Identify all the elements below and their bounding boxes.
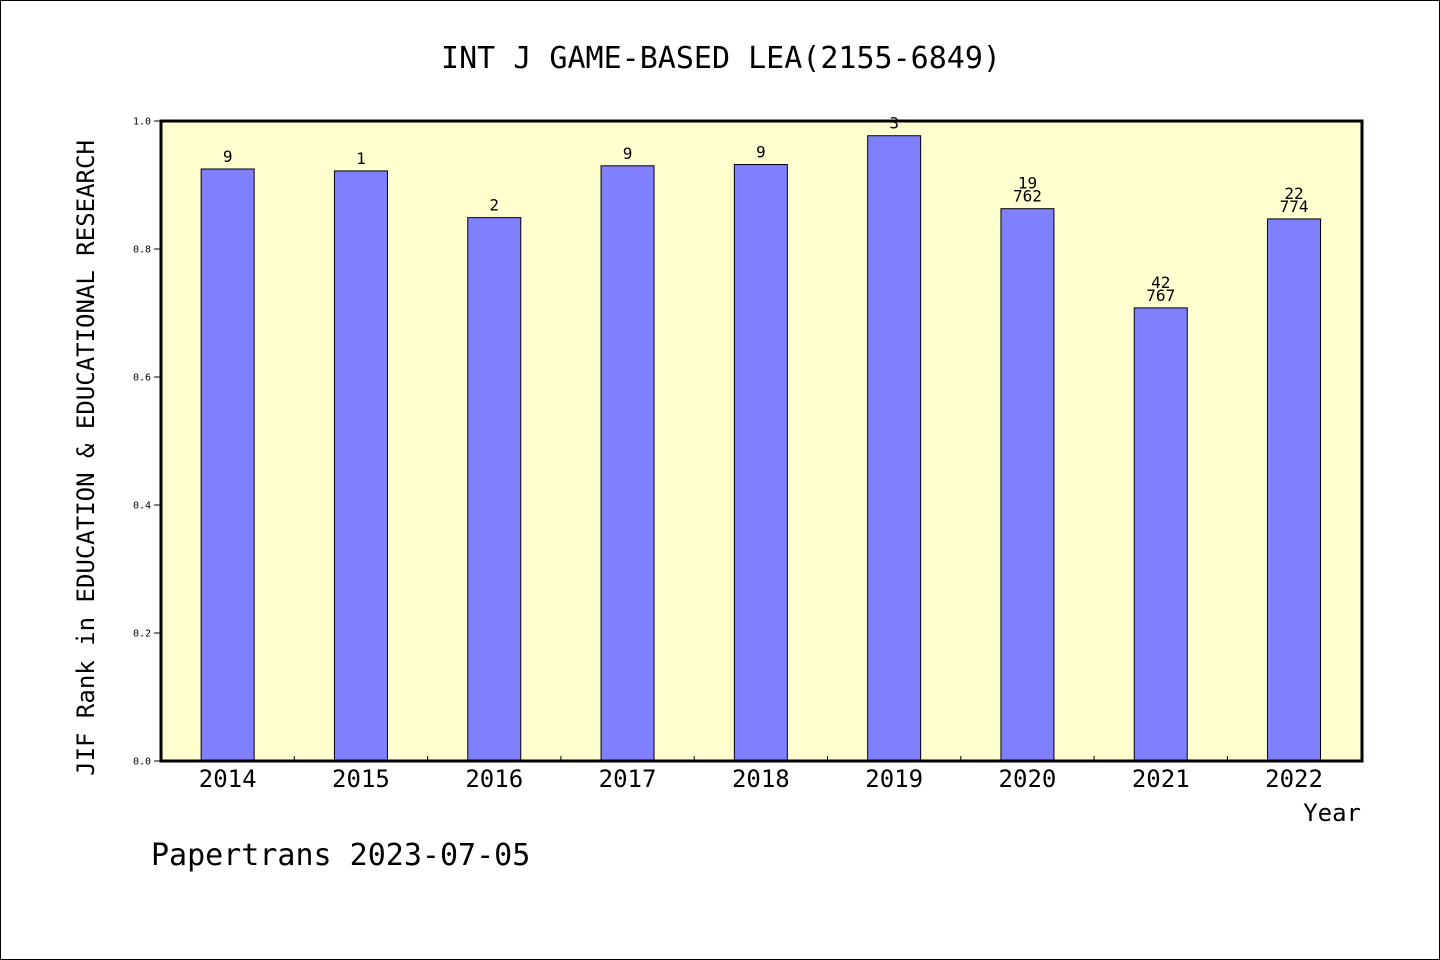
- chart-title: INT J GAME-BASED LEA(2155-6849): [441, 41, 1001, 76]
- x-tick-label-2016: 2016: [465, 765, 523, 793]
- data-label-2016: 2: [489, 196, 499, 215]
- data-label-2017: 9: [623, 144, 633, 163]
- x-tick-label-2015: 2015: [332, 765, 390, 793]
- x-tick-label-2018: 2018: [732, 765, 790, 793]
- data-label-2021-1: 42: [1151, 273, 1170, 292]
- footer-credit: Papertrans 2023-07-05: [151, 838, 530, 873]
- bar-2017: [600, 165, 655, 762]
- x-tick-label-2014: 2014: [199, 765, 257, 793]
- x-tick-label-2021: 2021: [1132, 765, 1190, 793]
- data-label-2014: 9: [223, 147, 233, 166]
- bar-2020: [1000, 208, 1055, 762]
- data-label-2018: 9: [756, 143, 766, 162]
- x-tick-label-2019: 2019: [865, 765, 923, 793]
- bar-2019: [867, 135, 922, 762]
- data-label-2020-1: 19: [1018, 174, 1037, 193]
- x-tick-label-2020: 2020: [999, 765, 1057, 793]
- x-axis-label: Year: [1303, 799, 1361, 827]
- x-axis-ticks: 2014 2015 2016 2017 2018 2019 2020 2021 2022: [199, 756, 1323, 793]
- data-label-2022-2: 774: [1280, 197, 1309, 216]
- data-label-2015: 1: [356, 149, 366, 168]
- y-tick-label-0.4: 0.4: [133, 501, 151, 512]
- bar-2015: [333, 170, 388, 762]
- y-tick-label-0.0: 0.0: [133, 757, 151, 768]
- y-axis-ticks: 0.0 0.2 0.4 0.6 0.8 1.0: [133, 117, 161, 768]
- bar-2016: [467, 217, 522, 762]
- bar-2022: [1267, 218, 1322, 762]
- y-tick-label-0.8: 0.8: [133, 245, 151, 256]
- data-label-2020-2: 762: [1013, 187, 1042, 206]
- data-label-2022-1: 22: [1284, 184, 1303, 203]
- bar-2018: [733, 164, 788, 762]
- y-axis-label: JIF Rank in EDUCATION & EDUCATIONAL RESE…: [72, 140, 100, 776]
- data-label-2021-2: 767: [1146, 286, 1175, 305]
- y-tick-label-1.0: 1.0: [133, 117, 151, 128]
- bar-2021: [1133, 307, 1188, 762]
- bar-2014: [200, 168, 255, 762]
- y-tick-label-0.2: 0.2: [133, 629, 151, 640]
- y-tick-label-0.6: 0.6: [133, 373, 151, 384]
- x-tick-label-2017: 2017: [599, 765, 657, 793]
- plot-frame: [159, 119, 1364, 763]
- bars-layer: [200, 135, 1322, 762]
- data-label-2019: 3: [889, 114, 899, 133]
- x-tick-label-2022: 2022: [1265, 765, 1323, 793]
